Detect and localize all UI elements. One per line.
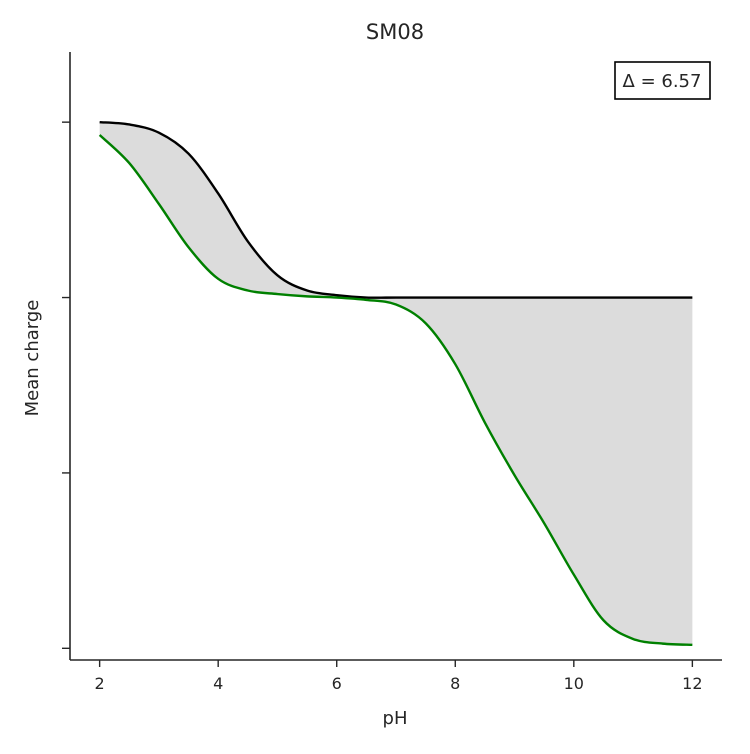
x-tick-label: 6 [332,674,342,693]
fill-layer [99,122,693,645]
fill-between-area [99,122,693,645]
x-axis-label: pH [383,708,408,729]
x-tick-label: 8 [450,674,460,693]
x-tick-label: 12 [682,674,702,693]
x-tick-label: 4 [213,674,223,693]
series-layer [98,120,693,646]
x-tick-label: 2 [95,674,105,693]
x-tick-label: 10 [564,674,584,693]
y-axis-label: Mean charge [22,300,43,417]
chart-title: SM08 [366,20,424,44]
axes-layer: 2 4 6 8 10 12 [62,52,722,693]
series-line-2 [98,134,693,646]
series-line-1 [99,120,693,299]
annotation-text: Δ = 6.57 [623,71,702,92]
annotation-box: Δ = 6.57 [614,61,711,100]
